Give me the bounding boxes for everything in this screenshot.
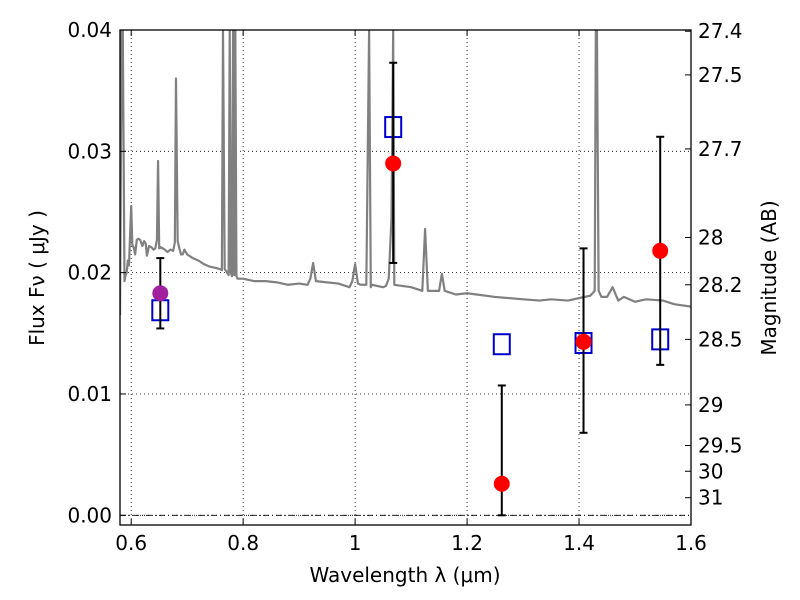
y-right-tick-label: 29.5 — [698, 434, 743, 458]
x-tick-label: 1.4 — [563, 531, 595, 555]
y-left-tick-label: 0.04 — [67, 18, 112, 42]
y-right-tick-label: 28.2 — [698, 273, 743, 297]
y-right-tick-label: 31 — [698, 486, 723, 510]
x-tick-label: 0.8 — [227, 531, 259, 555]
x-tick-label: 0.6 — [115, 531, 147, 555]
y-right-tick-label: 28.5 — [698, 327, 743, 351]
y-left-tick-label: 0.02 — [67, 261, 112, 285]
y-right-tick-label: 29 — [698, 393, 723, 417]
observed-flux-marker — [385, 155, 402, 172]
plot-area — [120, 30, 691, 525]
y-left-axis-label: Flux Fν ( μJy ) — [25, 210, 49, 346]
x-tick-label: 1.2 — [451, 531, 483, 555]
y-left-tick-label: 0.00 — [67, 503, 112, 527]
x-tick-label: 1 — [349, 531, 362, 555]
x-ticks: 0.6 0.8 1 1.2 1.4 1.6 — [115, 30, 707, 555]
y-left-ticks: 0.00 0.01 0.02 0.03 0.04 — [67, 18, 126, 527]
observed-flux-marker — [575, 333, 592, 350]
observed-flux-marker — [152, 285, 169, 302]
y-right-ticks: 27.4 27.5 27.7 28 28.2 28.5 29 29.530 31 — [685, 19, 743, 510]
spectrum-line — [120, 30, 691, 316]
model-spectrum — [120, 30, 691, 316]
y-right-tick-label: 28 — [698, 225, 723, 249]
y-right-tick-label: 30 — [698, 459, 723, 483]
y-right-tick-label: 27.4 — [698, 19, 743, 43]
y-left-tick-label: 0.01 — [67, 382, 112, 406]
observed-flux-marker — [652, 242, 669, 259]
y-right-tick-label: 27.5 — [698, 63, 743, 87]
y-left-tick-label: 0.03 — [67, 139, 112, 163]
x-tick-label: 1.6 — [675, 531, 707, 555]
x-axis-label: Wavelength λ (μm) — [309, 563, 500, 587]
y-right-axis-label: Magnitude (AB) — [757, 200, 781, 355]
plot-frame — [119, 29, 692, 526]
data-marks — [151, 61, 670, 517]
model-square-marker — [492, 333, 511, 356]
observed-flux-marker — [493, 475, 510, 492]
y-right-tick-label: 27.7 — [698, 137, 743, 161]
